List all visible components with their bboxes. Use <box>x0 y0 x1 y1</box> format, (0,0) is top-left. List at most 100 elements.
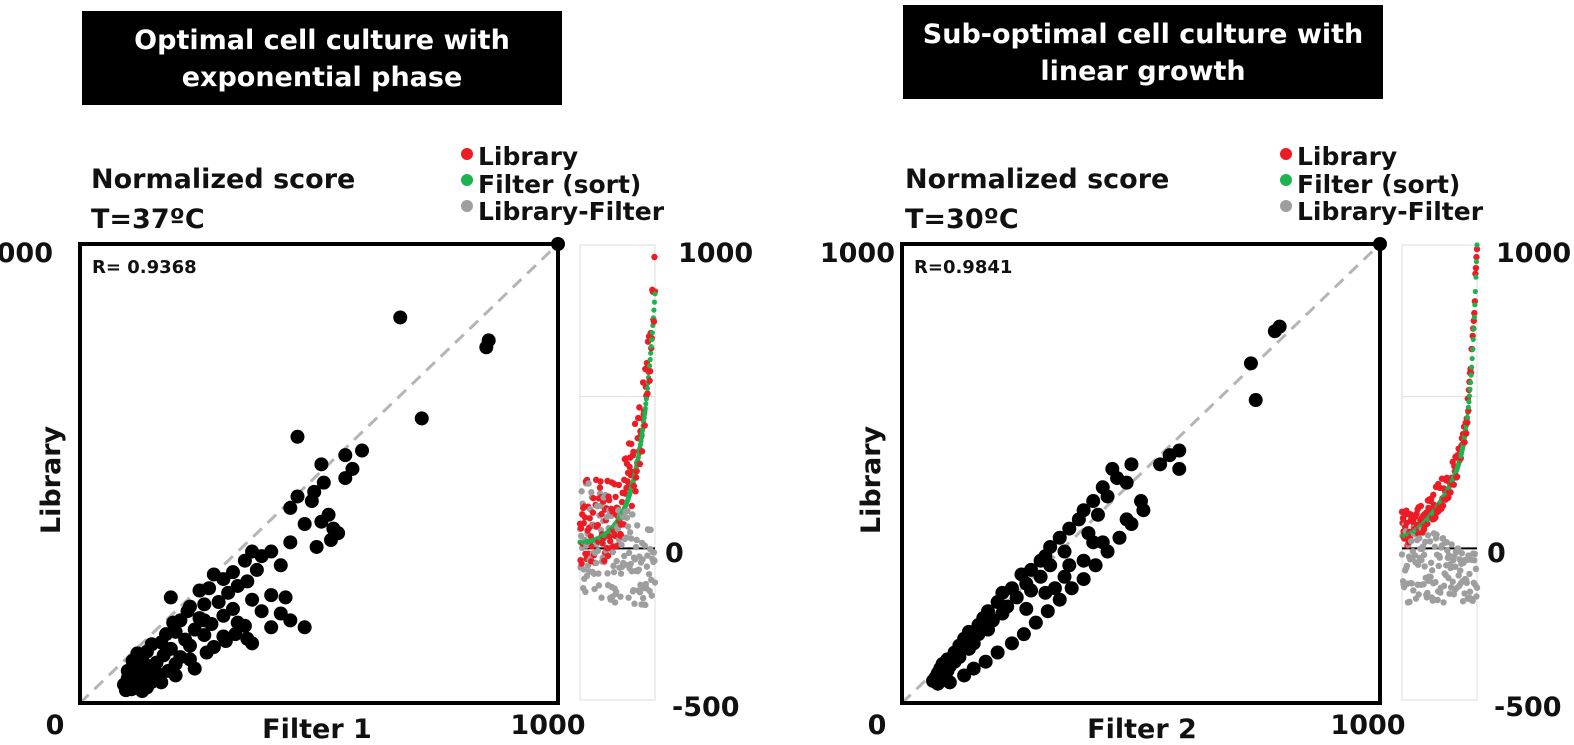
inset-diff-point <box>1408 580 1415 587</box>
data-point <box>1124 457 1139 472</box>
inset-library-point <box>644 390 651 397</box>
inset-diff-point <box>598 594 605 601</box>
inset-library-point <box>588 543 596 550</box>
inset-diff-point <box>625 549 633 557</box>
data-point <box>1043 558 1058 573</box>
inset-diff-point <box>1440 599 1447 606</box>
inset-filter-point <box>1474 242 1480 248</box>
inset-diff-point <box>1431 543 1439 551</box>
inset-filter-point <box>649 330 655 336</box>
legend-library-label: Library <box>1297 142 1397 171</box>
data-point <box>1076 572 1091 587</box>
inset-diff-point <box>1458 550 1466 557</box>
data-point <box>1028 615 1043 630</box>
data-point <box>264 588 279 603</box>
data-point <box>1019 601 1034 616</box>
y-axis-label: Library <box>36 425 67 534</box>
scatter-plot <box>900 237 1387 705</box>
normalized-score-label: Normalized score <box>91 164 355 195</box>
inset-diff-point <box>1436 554 1443 561</box>
inset-filter-point <box>1468 372 1474 378</box>
inset-filter-point <box>1467 379 1474 386</box>
data-point <box>1090 507 1105 522</box>
data-point <box>1004 636 1019 651</box>
data-point <box>197 597 212 612</box>
data-point <box>930 676 945 691</box>
inset-diff-point <box>585 480 592 487</box>
data-point <box>1248 393 1263 408</box>
data-point <box>1024 583 1039 598</box>
data-point <box>1076 553 1091 568</box>
data-point <box>393 310 408 325</box>
inset-library-point <box>633 467 640 475</box>
data-point <box>245 636 260 651</box>
data-point <box>283 535 298 550</box>
inset-diff-point <box>643 563 651 570</box>
inset-library-point <box>580 519 587 527</box>
inset-library-point <box>597 478 604 485</box>
inset-filter-point <box>1467 386 1473 393</box>
inset-library-point <box>636 460 644 468</box>
inset-filter-point <box>1471 326 1477 332</box>
data-point <box>1062 521 1077 536</box>
inset-filter-point <box>651 299 658 305</box>
title-line-1: Optimal cell culture with <box>134 25 510 56</box>
inset-diff-point <box>1427 559 1435 566</box>
inset-library-point <box>578 560 585 567</box>
inset-library-point <box>596 484 604 491</box>
data-point <box>187 661 202 676</box>
inset-filter-point <box>1464 414 1470 420</box>
inset-diff-point <box>633 536 640 544</box>
data-point <box>1100 489 1115 504</box>
inset-filter-point <box>1470 336 1476 343</box>
inset-diff-point <box>1435 562 1442 570</box>
inset-library-point <box>1464 419 1471 426</box>
data-point <box>1047 581 1062 596</box>
inset-filter-point <box>1472 302 1478 308</box>
inset-y-0: 0 <box>665 538 684 569</box>
inset-filter-point <box>647 363 653 369</box>
x-tick-1000: 1000 <box>1330 710 1405 741</box>
title-banner <box>82 11 562 105</box>
inset-diff-point <box>641 542 648 549</box>
inset-diff-point <box>592 559 600 567</box>
inset-library-point <box>630 448 637 456</box>
data-point <box>216 572 231 587</box>
inset-filter-point <box>1473 274 1479 280</box>
data-point <box>135 684 150 699</box>
inset-diff-point <box>1429 567 1436 574</box>
inset-library-point <box>586 515 593 522</box>
inset-library-point <box>636 404 643 411</box>
data-point <box>355 443 370 458</box>
inset-diff-point <box>651 579 659 586</box>
inset-diff-point <box>642 601 649 609</box>
inset-filter-point <box>643 396 649 402</box>
data-point <box>197 613 212 628</box>
data-point <box>1052 530 1067 545</box>
inset-diff-point <box>591 585 598 593</box>
inset-library-point <box>606 533 613 540</box>
legend-library-dot <box>1280 148 1292 160</box>
inset-diff-point <box>636 589 644 596</box>
inset-library-point <box>1473 253 1480 261</box>
inset-diff-point <box>1416 535 1423 542</box>
inset-diff-point <box>625 594 632 601</box>
inset-diff-point <box>623 514 631 521</box>
inset-library-point <box>650 318 658 325</box>
data-point <box>1071 512 1086 527</box>
data-point <box>249 562 264 577</box>
data-point <box>1088 558 1103 573</box>
inset-diff-point <box>631 600 638 607</box>
inset-diff-point <box>604 570 611 577</box>
inset-diff-point <box>1459 598 1467 605</box>
legend-diff-label: Library-Filter <box>1297 197 1484 226</box>
inset-diff-point <box>618 541 625 549</box>
inset-library-point <box>632 488 639 495</box>
data-point <box>966 661 981 676</box>
inset-library-point <box>628 440 635 448</box>
scatter-plot <box>78 237 565 705</box>
inset-filter-point <box>641 414 647 421</box>
title-line-2: linear growth <box>1040 56 1245 87</box>
inset-filter-point <box>642 410 648 416</box>
